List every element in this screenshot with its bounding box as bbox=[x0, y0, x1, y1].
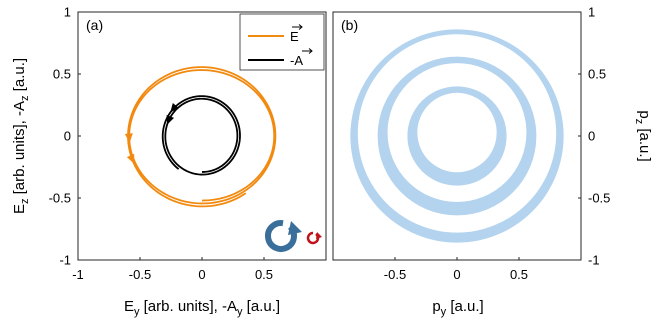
panel-b-xtick-label: 0.5 bbox=[510, 267, 528, 282]
series-arrowhead bbox=[126, 153, 135, 164]
panel-b: -0.5 0 0.5 1 0.5 0 -0.5 -1 (b) py [a.u.] pz [a.… bbox=[332, 5, 653, 318]
panel-a-ylabel: Ez [arb. units], -Az [a.u.] bbox=[11, 58, 31, 214]
panel-a-xtick-label: -1 bbox=[72, 267, 84, 282]
legend-label-a: -A bbox=[290, 53, 303, 68]
panel-b-xtick-label: 0 bbox=[453, 267, 460, 282]
momentum-ring-2 bbox=[377, 56, 537, 216]
legend-label-e: E bbox=[290, 29, 299, 44]
series-arrowhead bbox=[124, 133, 133, 143]
large-circular-arrow-icon bbox=[265, 220, 297, 252]
panel-a-label: (a) bbox=[86, 17, 103, 33]
large-arrowhead-icon bbox=[288, 221, 302, 235]
panel-b-ylabel: pz [a.u.] bbox=[633, 110, 653, 161]
panel-b-ytick-label: -0.5 bbox=[588, 191, 610, 206]
panel-b-ytick-label: 0 bbox=[588, 129, 595, 144]
series-arrowhead bbox=[170, 103, 180, 113]
panel-b-xlabel: py [a.u.] bbox=[432, 298, 483, 318]
panel-a: -1 -0.5 0 0.5 1 0.5 0 -0.5 -1 (a) E -A Ey [arb. … bbox=[11, 5, 327, 318]
series-line-a bbox=[161, 95, 241, 176]
panel-b-ytick-label: 1 bbox=[588, 5, 595, 20]
panel-b-xtick-label: -0.5 bbox=[384, 267, 406, 282]
panel-a-ytick-label: 0.5 bbox=[53, 67, 71, 82]
panel-a-ytick-label: -1 bbox=[59, 253, 71, 268]
panel-a-ytick-label: -0.5 bbox=[49, 191, 71, 206]
panel-b-ticks: -0.5 0 0.5 1 0.5 0 -0.5 -1 bbox=[384, 5, 611, 283]
legend-vector-arrow-a bbox=[302, 48, 313, 54]
panel-b-ytick-label: 0.5 bbox=[588, 67, 606, 82]
panel-a-series bbox=[124, 66, 277, 208]
panel-b-ytick-label: -1 bbox=[588, 253, 600, 268]
panel-a-ytick-label: 1 bbox=[64, 5, 71, 20]
panel-a-xlabel: Ey [arb. units], -Ay [a.u.] bbox=[124, 298, 280, 318]
series-line-e bbox=[127, 66, 277, 208]
series-arrowhead bbox=[166, 114, 175, 125]
panel-b-rings bbox=[350, 29, 564, 243]
panel-b-frame bbox=[332, 11, 582, 261]
legend-box bbox=[239, 13, 325, 71]
panel-a-ticks: -1 -0.5 0 0.5 1 0.5 0 -0.5 -1 bbox=[49, 5, 273, 283]
panel-a-xtick-label: 0 bbox=[198, 267, 205, 282]
legend-vector-arrow-e bbox=[292, 24, 303, 30]
panel-b-label: (b) bbox=[341, 17, 358, 33]
panel-a-ytick-label: 0 bbox=[64, 129, 71, 144]
small-arrowhead-icon bbox=[316, 232, 322, 239]
momentum-ring-3 bbox=[407, 86, 507, 186]
legend: E -A bbox=[239, 13, 325, 71]
panel-a-xtick-label: -0.5 bbox=[129, 267, 151, 282]
helicity-icon bbox=[265, 220, 322, 252]
panel-a-xtick-label: 0.5 bbox=[255, 267, 273, 282]
